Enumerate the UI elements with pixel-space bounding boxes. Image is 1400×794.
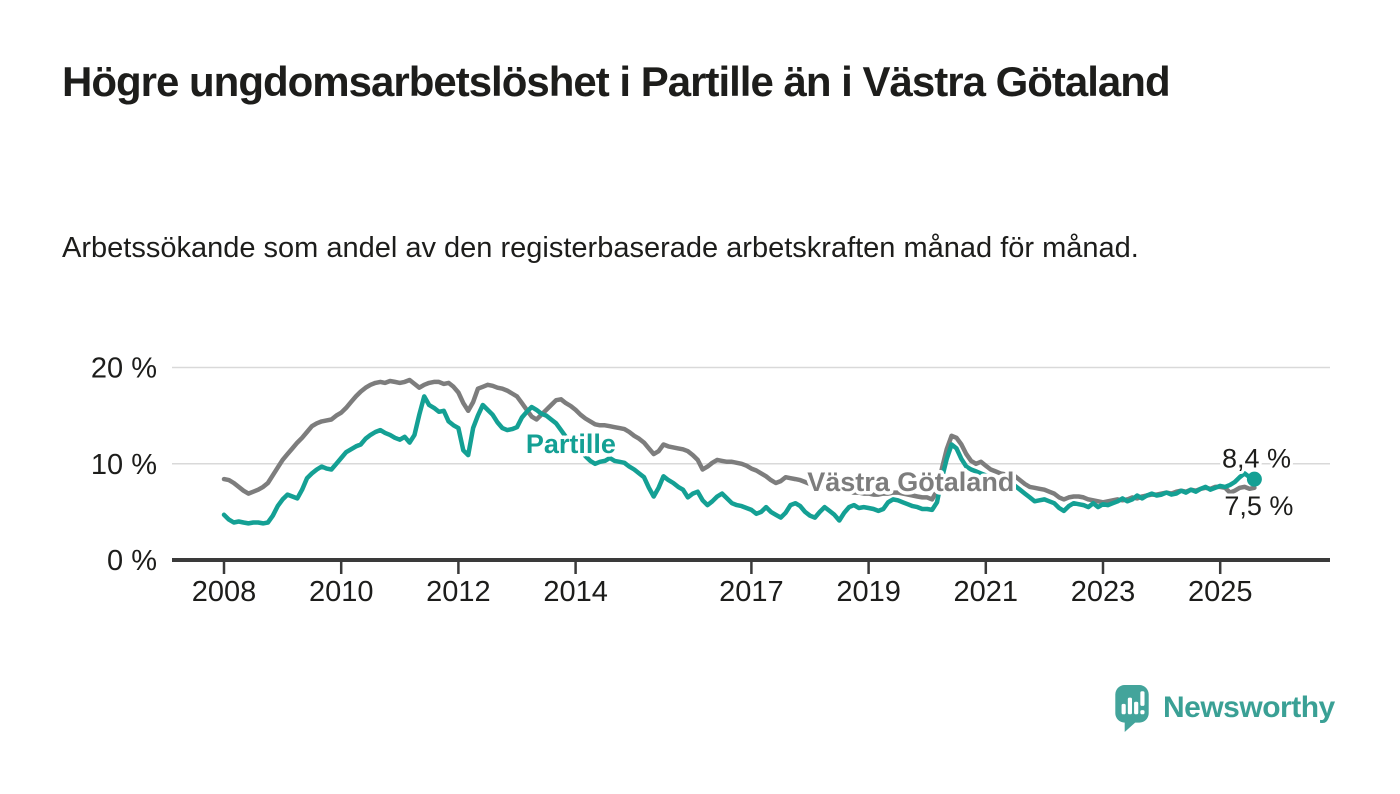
- series-end-dot: [1246, 471, 1262, 487]
- x-tick-label: 2017: [719, 576, 784, 608]
- x-tick-label: 2023: [1071, 576, 1136, 608]
- exclamation-dot: [1140, 710, 1145, 715]
- bar-small: [1121, 703, 1126, 715]
- newsworthy-logo-icon: [1115, 685, 1149, 732]
- x-tick-label: 2010: [309, 576, 374, 608]
- x-tick-label: 2021: [954, 576, 1019, 608]
- x-tick-label: 2014: [543, 576, 608, 608]
- series-label: Partille: [526, 429, 616, 459]
- x-tick-label: 2012: [426, 576, 491, 608]
- series-line-partille: [221, 394, 1257, 526]
- y-tick-label: 10 %: [91, 449, 157, 481]
- x-tick-label: 2025: [1188, 576, 1253, 608]
- bar-tall: [1127, 697, 1132, 715]
- series-end-value-label: 7,5 %: [1224, 491, 1293, 521]
- y-tick-label: 20 %: [91, 353, 157, 385]
- newsworthy-logo-text: Newsworthy: [1163, 691, 1335, 724]
- series-label: Västra Götaland: [807, 467, 1014, 497]
- series-end-value-label: 8,4 %: [1222, 443, 1291, 473]
- bar-medium: [1134, 701, 1139, 715]
- y-tick-label: 0 %: [107, 545, 157, 577]
- x-tick-label: 2008: [192, 576, 257, 608]
- chart-title: Högre ungdomsarbetslöshet i Partille än …: [62, 58, 1171, 105]
- branding: Newsworthy: [1114, 684, 1335, 732]
- chart-subtitle: Arbetssökande som andel av den registerb…: [62, 232, 1139, 264]
- exclamation-bar: [1140, 691, 1145, 706]
- series-line-v-stra-g-taland: [221, 377, 1257, 505]
- x-tick-label: 2019: [836, 576, 901, 608]
